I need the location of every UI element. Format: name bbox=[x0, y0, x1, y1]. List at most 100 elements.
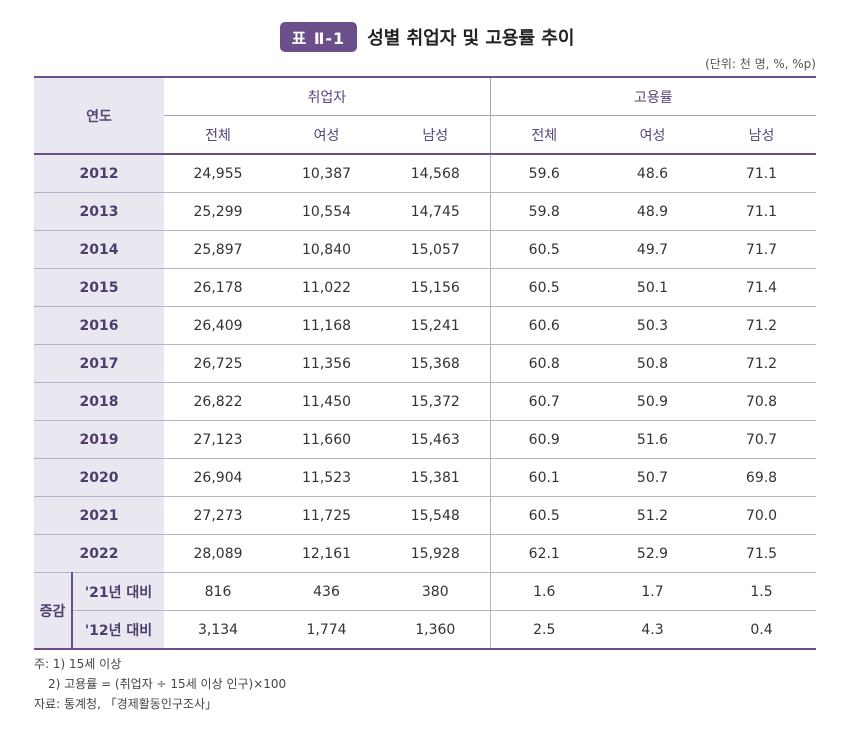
table-row: 2012 24,955 10,387 14,568 59.6 48.6 71.1 bbox=[34, 154, 817, 193]
group-header-employed: 취업자 bbox=[164, 77, 491, 116]
table-row: 2022 28,089 12,161 15,928 62.1 52.9 71.5 bbox=[34, 534, 817, 573]
table-title-row: 표 Ⅱ-1 성별 취업자 및 고용률 추이 bbox=[0, 22, 854, 52]
note-1: 주: 1) 15세 이상 bbox=[34, 657, 122, 671]
note-2: 2) 고용률 = (취업자 ÷ 15세 이상 인구)×100 bbox=[48, 677, 287, 691]
value-cell: 11,725 bbox=[302, 507, 352, 524]
value-cell: 26,725 bbox=[193, 355, 243, 372]
value-cell: 26,904 bbox=[193, 469, 243, 486]
value-cell: 48.6 bbox=[636, 165, 669, 182]
value-cell: 69.8 bbox=[745, 469, 778, 486]
year-cell: 2019 bbox=[34, 420, 165, 459]
table-row: 2013 25,299 10,554 14,745 59.8 48.9 71.1 bbox=[34, 192, 817, 231]
subheader: 여성 bbox=[639, 127, 666, 144]
year-cell: 2014 bbox=[34, 230, 165, 269]
value-cell: 15,241 bbox=[381, 306, 491, 345]
value-cell: 28,089 bbox=[193, 545, 243, 562]
value-cell: 14,745 bbox=[381, 192, 491, 231]
table-row: 2015 26,178 11,022 15,156 60.5 50.1 71.4 bbox=[34, 268, 817, 307]
value-cell: 10,840 bbox=[302, 241, 352, 258]
value-cell: 1.6 bbox=[533, 583, 556, 600]
diff-row: '12년 대비 3,134 1,774 1,360 2.5 4.3 0.4 bbox=[34, 610, 817, 649]
value-cell: 70.0 bbox=[745, 507, 778, 524]
value-cell: 15,928 bbox=[381, 534, 491, 573]
value-cell: 52.9 bbox=[636, 545, 669, 562]
value-cell: 15,381 bbox=[381, 458, 491, 497]
table-number-badge: 표 Ⅱ-1 bbox=[279, 22, 358, 52]
value-cell: 15,548 bbox=[381, 496, 491, 535]
year-cell: 2016 bbox=[34, 306, 165, 345]
value-cell: 2.5 bbox=[533, 621, 556, 638]
table-row: 2021 27,273 11,725 15,548 60.5 51.2 70.0 bbox=[34, 496, 817, 535]
value-cell: 12,161 bbox=[302, 545, 352, 562]
value-cell: 50.3 bbox=[636, 317, 669, 334]
year-cell: 2017 bbox=[34, 344, 165, 383]
table-row: 2016 26,409 11,168 15,241 60.6 50.3 71.2 bbox=[34, 306, 817, 345]
value-cell: 26,178 bbox=[193, 279, 243, 296]
value-cell: 4.3 bbox=[641, 621, 664, 638]
subheader: 전체 bbox=[205, 127, 231, 144]
value-cell: 24,955 bbox=[193, 165, 243, 182]
value-cell: 51.6 bbox=[636, 431, 669, 448]
value-cell: 71.2 bbox=[745, 317, 778, 334]
value-cell: 14,568 bbox=[381, 154, 491, 193]
table-title: 성별 취업자 및 고용률 추이 bbox=[367, 28, 575, 49]
value-cell: 15,463 bbox=[381, 420, 491, 459]
value-cell: 26,822 bbox=[193, 393, 243, 410]
value-cell: 26,409 bbox=[193, 317, 243, 334]
value-cell: 380 bbox=[381, 572, 491, 611]
employment-table: 연도 취업자 고용률 전체 여성 남성 전체 여성 남성 2012 24,955 1… bbox=[34, 76, 817, 650]
value-cell: 25,299 bbox=[193, 203, 243, 220]
diff-group-label: 증감 bbox=[34, 572, 73, 649]
table-row: 2014 25,897 10,840 15,057 60.5 49.7 71.7 bbox=[34, 230, 817, 269]
value-cell: 60.9 bbox=[528, 431, 560, 448]
year-cell: 2022 bbox=[34, 534, 165, 573]
value-cell: 15,156 bbox=[381, 268, 491, 307]
year-cell: 2013 bbox=[34, 192, 165, 231]
table-notes: 주: 1) 15세 이상 2) 고용률 = (취업자 ÷ 15세 이상 인구)×… bbox=[34, 654, 286, 714]
source-note: 자료: 통계청, 「경제활동인구조사」 bbox=[34, 697, 218, 711]
diff-label-cell: '12년 대비 bbox=[72, 610, 165, 649]
value-cell: 60.6 bbox=[528, 317, 560, 334]
table-row: 2018 26,822 11,450 15,372 60.7 50.9 70.8 bbox=[34, 382, 817, 421]
value-cell: 48.9 bbox=[636, 203, 669, 220]
value-cell: 60.5 bbox=[528, 279, 560, 296]
value-cell: 11,168 bbox=[302, 317, 352, 334]
subheader: 남성 bbox=[381, 115, 491, 154]
year-cell: 2012 bbox=[34, 154, 165, 193]
value-cell: 71.2 bbox=[745, 355, 778, 372]
value-cell: 3,134 bbox=[197, 621, 239, 638]
value-cell: 15,368 bbox=[381, 344, 491, 383]
value-cell: 60.8 bbox=[528, 355, 560, 372]
year-cell: 2018 bbox=[34, 382, 165, 421]
value-cell: 10,387 bbox=[302, 165, 352, 182]
value-cell: 0.4 bbox=[750, 621, 773, 638]
value-cell: 27,273 bbox=[193, 507, 243, 524]
value-cell: 11,022 bbox=[302, 279, 352, 296]
value-cell: 436 bbox=[313, 583, 340, 600]
value-cell: 11,450 bbox=[302, 393, 352, 410]
subheader: 전체 bbox=[531, 127, 558, 144]
year-cell: 2021 bbox=[34, 496, 165, 535]
value-cell: 11,356 bbox=[302, 355, 352, 372]
value-cell: 71.1 bbox=[745, 203, 778, 220]
subheader: 여성 bbox=[313, 127, 340, 144]
value-cell: 11,523 bbox=[302, 469, 352, 486]
table-row: 2017 26,725 11,356 15,368 60.8 50.8 71.2 bbox=[34, 344, 817, 383]
value-cell: 62.1 bbox=[528, 545, 560, 562]
value-cell: 50.7 bbox=[636, 469, 669, 486]
year-header: 연도 bbox=[34, 77, 165, 154]
diff-row: 증감 '21년 대비 816 436 380 1.6 1.7 1.5 bbox=[34, 572, 817, 649]
value-cell: 50.9 bbox=[636, 393, 669, 410]
value-cell: 11,660 bbox=[302, 431, 352, 448]
value-cell: 59.8 bbox=[528, 203, 560, 220]
value-cell: 15,372 bbox=[381, 382, 491, 421]
value-cell: 816 bbox=[204, 583, 232, 600]
value-cell: 25,897 bbox=[193, 241, 243, 258]
subheader: 남성 bbox=[748, 127, 775, 144]
value-cell: 71.5 bbox=[745, 545, 778, 562]
value-cell: 71.1 bbox=[745, 165, 778, 182]
value-cell: 27,123 bbox=[193, 431, 243, 448]
value-cell: 1.5 bbox=[750, 583, 773, 600]
table-row: 2019 27,123 11,660 15,463 60.9 51.6 70.7 bbox=[34, 420, 817, 459]
year-cell: 2015 bbox=[34, 268, 165, 307]
